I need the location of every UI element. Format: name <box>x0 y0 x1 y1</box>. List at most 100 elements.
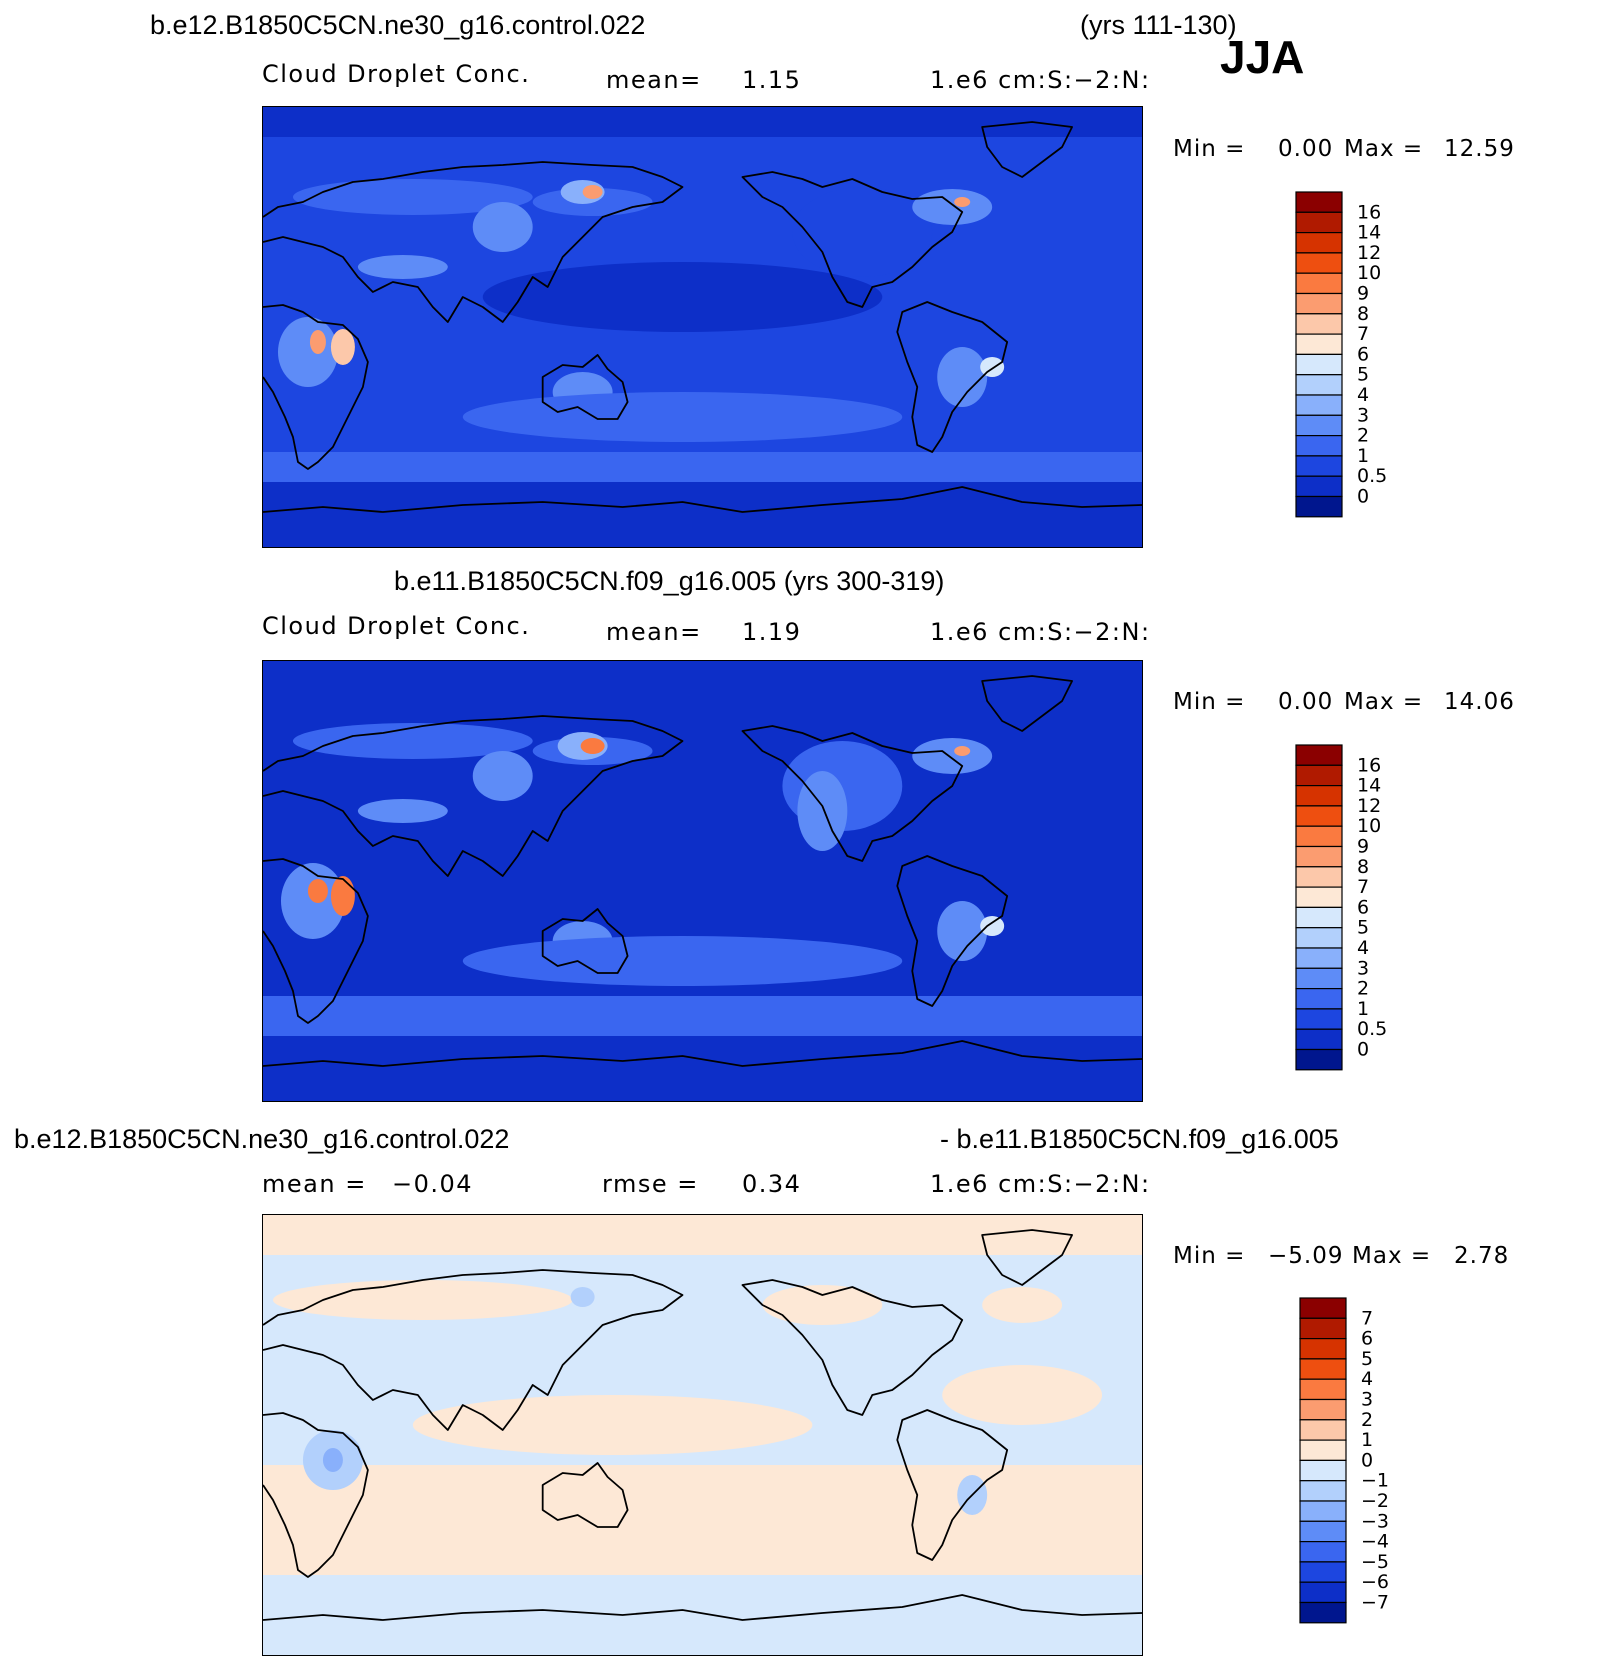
panel3-coastline <box>263 1412 369 1578</box>
panel1-map <box>262 106 1143 548</box>
panel2-field-patch <box>330 876 355 916</box>
panel2-coastline <box>263 1040 1142 1067</box>
panel2-field-patch <box>472 751 533 801</box>
panel2-colorbar-tick: 16 <box>1357 754 1381 776</box>
panel2-colorbar-tick: 6 <box>1357 896 1369 918</box>
panel2-colorbar-box <box>1295 866 1343 888</box>
panel3-coastline <box>741 1279 964 1416</box>
panel3-colorbar-box <box>1299 1480 1347 1502</box>
panel3-colorbar-tick: 6 <box>1361 1328 1373 1350</box>
panel2-colorbar-box <box>1295 784 1343 807</box>
panel1-colorbar-tick: 0.5 <box>1357 465 1387 487</box>
panel3-colorbar-tick: −4 <box>1361 1531 1389 1553</box>
panel1-colorbar-tick: 4 <box>1357 384 1369 406</box>
panel1-field-patch <box>912 189 993 225</box>
panel3-max-value: 2.78 <box>1454 1243 1510 1269</box>
panel2-field-patch <box>307 879 328 903</box>
panel1-max-value: 12.59 <box>1444 136 1515 162</box>
panel2-min-value: 0.00 <box>1278 689 1334 715</box>
panel1-colorbar-tick: 5 <box>1357 364 1369 386</box>
panel3-coastline <box>263 1594 1142 1621</box>
panel1-field-patch <box>357 255 448 279</box>
panel3-colorbar-box <box>1299 1419 1347 1441</box>
panel3-min-label: Min = <box>1173 1243 1246 1269</box>
panel3-rmse-value: 0.34 <box>742 1170 802 1198</box>
panel1-field-patch <box>792 187 933 277</box>
panel1-coastline <box>263 304 369 470</box>
panel2-colorbar-tick: 0 <box>1357 1039 1369 1061</box>
panel2-colorbar-tick: 8 <box>1357 856 1369 878</box>
panel2-colorbar-tick: 4 <box>1357 937 1369 959</box>
panel1-min-value: 0.00 <box>1278 136 1334 162</box>
panel3-mean-value: −0.04 <box>392 1170 474 1198</box>
panel2-colorbar-box <box>1295 845 1343 868</box>
panel1-colorbar-tick: 14 <box>1357 222 1381 244</box>
panel1-field-patch <box>980 357 1005 377</box>
panel1-map-svg <box>263 107 1142 547</box>
panel3-colorbar-box <box>1299 1520 1347 1543</box>
panel1-colorbar-tick: 1 <box>1357 445 1369 467</box>
panel2-colorbar-box <box>1295 927 1343 949</box>
panel3-field-patch <box>942 1365 1103 1425</box>
panel2-colorbar-tick: 1 <box>1357 998 1369 1020</box>
panel2-colorbar-tick: 14 <box>1357 775 1381 797</box>
panel2-coastline <box>896 855 1009 1007</box>
panel3-colorbar-box <box>1299 1358 1347 1380</box>
panel3-map-svg <box>263 1215 1142 1655</box>
panel2-map <box>262 660 1143 1102</box>
panel3-field-band <box>263 1465 1142 1575</box>
panel1-colorbar-tick: 9 <box>1357 283 1369 305</box>
panel2-colorbar-box <box>1295 1028 1343 1051</box>
panel1-max-label: Max = <box>1344 136 1424 162</box>
panel3-colorbar-box <box>1299 1561 1347 1583</box>
panel2-colorbar: 16 14 12 10 9 8 7 6 5 4 3 2 1 0.5 0 <box>1295 744 1416 1095</box>
panel1-colorbar-box <box>1295 455 1343 477</box>
panel3-coastline <box>981 1229 1073 1286</box>
panel1-colorbar-tick: 6 <box>1357 343 1369 365</box>
panel1-mean-label: mean= <box>606 66 702 94</box>
panel1-field-patch <box>937 347 988 407</box>
panel3-colorbar-box <box>1299 1297 1347 1319</box>
panel2-colorbar-box <box>1295 967 1343 990</box>
panel1-field-patch <box>582 185 603 199</box>
panel1-field-patch <box>292 179 533 215</box>
panel1-colorbar-box <box>1295 374 1343 396</box>
panel2-field-patch <box>357 799 448 823</box>
panel3-field-band <box>263 1575 1142 1655</box>
panel1-coastline <box>741 171 964 308</box>
panel1-coastline <box>263 161 684 323</box>
panel1-colorbar-box <box>1295 252 1343 274</box>
panel3-field-patch <box>322 1448 343 1472</box>
panel2-field-patch <box>580 738 605 754</box>
panel3-colorbar-box <box>1299 1541 1347 1563</box>
panel1-field-patch <box>277 317 338 387</box>
panel2-title: b.e11.B1850C5CN.f09_g16.005 (yrs 300-319… <box>394 566 945 596</box>
panel3-rmse-label: rmse = <box>602 1170 699 1198</box>
panel1-colorbar-box <box>1295 475 1343 498</box>
panel2-field-band <box>263 996 1142 1036</box>
panel3-title: b.e12.B1850C5CN.ne30_g16.control.022 <box>14 1124 510 1154</box>
panel2-colorbar-tick: 3 <box>1357 957 1369 979</box>
panel1-field-patch <box>330 329 355 365</box>
panel2-colorbar-box <box>1295 886 1343 909</box>
panel1-colorbar-box <box>1295 414 1343 437</box>
panel2-mean-label: mean= <box>606 618 702 646</box>
panel3-colorbar-tick: 1 <box>1361 1429 1373 1451</box>
panel1-colorbar-tick: 7 <box>1357 323 1369 345</box>
panel1-variable: Cloud Droplet Conc. <box>262 60 531 88</box>
panel2-coastline <box>981 675 1073 732</box>
panel1-title: b.e12.B1850C5CN.ne30_g16.control.022 <box>150 10 646 40</box>
panel2-colorbar-box <box>1295 906 1343 929</box>
panel2-colorbar-tick: 7 <box>1357 876 1369 898</box>
panel3-field-patch <box>762 1285 883 1325</box>
panel3-coastline <box>541 1462 629 1528</box>
panel2-coastline <box>263 858 369 1024</box>
panel3-coastline <box>263 1269 684 1431</box>
panel1-field-patch <box>472 202 533 252</box>
panel1-units: 1.e6 cm:S:−2:N: <box>930 66 1151 94</box>
panel2-field-patch <box>912 738 993 774</box>
panel1-colorbar-box <box>1295 333 1343 356</box>
panel3-colorbar-tick: 2 <box>1361 1409 1373 1431</box>
panel1-colorbar-tick: 3 <box>1357 404 1369 426</box>
panel1-coastline <box>263 486 1142 513</box>
